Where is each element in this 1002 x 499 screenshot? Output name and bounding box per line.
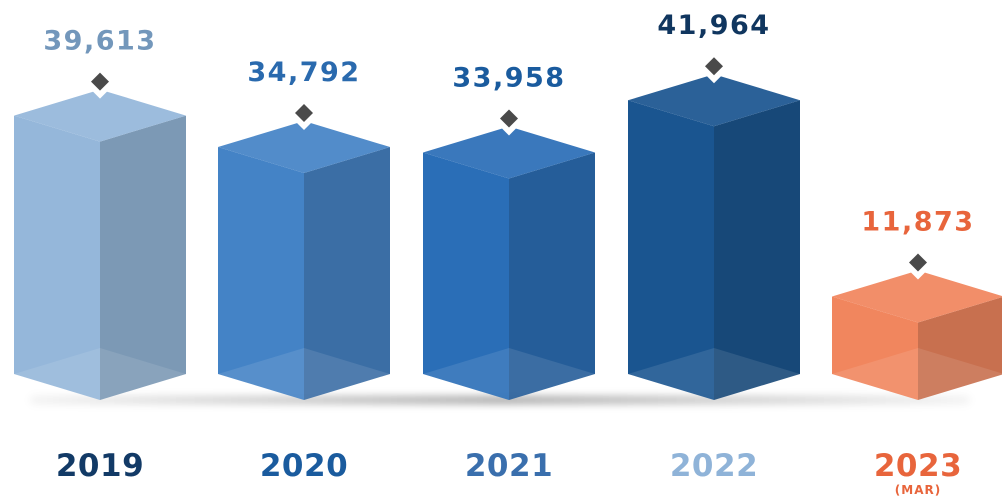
bar-left-face xyxy=(423,152,509,400)
category-label: 2021 xyxy=(465,448,553,484)
bar-right-face xyxy=(918,297,1002,400)
value-label: 34,792 xyxy=(247,57,360,88)
bar-top-face xyxy=(832,270,1002,323)
floor-shadow xyxy=(30,396,970,404)
bar-floor-face xyxy=(423,348,595,400)
value-label: 11,873 xyxy=(861,207,974,238)
bar-top-face xyxy=(14,89,186,142)
bars-group xyxy=(14,49,1002,401)
bar-top-face xyxy=(218,121,390,174)
category-sublabel: (MAR) xyxy=(895,483,941,497)
bar-floor-face xyxy=(218,348,390,400)
bar-top-face xyxy=(423,126,595,179)
bar-2020 xyxy=(218,96,390,400)
bar-2019 xyxy=(14,64,186,401)
value-marker xyxy=(901,245,935,280)
bar-top-face xyxy=(628,74,800,127)
value-marker xyxy=(697,49,731,84)
bar-right-face xyxy=(304,147,390,400)
bar-2023 xyxy=(832,245,1002,400)
bar-right-face xyxy=(100,115,186,401)
bar-left-face xyxy=(628,100,714,400)
bar-left-face xyxy=(218,147,304,400)
bar-right-face xyxy=(714,100,800,400)
bar-2021 xyxy=(423,101,595,400)
bar-left-face xyxy=(14,115,100,401)
value-label: 41,964 xyxy=(657,10,770,41)
bar-floor-face xyxy=(628,348,800,400)
value-marker xyxy=(287,96,321,131)
bar-2022 xyxy=(628,49,800,400)
value-marker xyxy=(83,64,117,99)
bar-left-face xyxy=(832,296,918,400)
category-label: 2022 xyxy=(670,448,758,484)
bar-floor-face xyxy=(14,348,186,400)
value-marker xyxy=(492,101,526,136)
category-label: 2020 xyxy=(260,448,348,484)
category-label: 2023 xyxy=(874,448,962,484)
value-label: 39,613 xyxy=(43,26,156,57)
value-label: 33,958 xyxy=(452,62,565,93)
labels-group: 39,613 2019 34,792 2020 33,958 2021 41,964 2022… xyxy=(43,10,974,497)
category-label: 2019 xyxy=(56,448,144,484)
bar-right-face xyxy=(509,152,595,400)
bar-floor-face xyxy=(832,348,1002,400)
